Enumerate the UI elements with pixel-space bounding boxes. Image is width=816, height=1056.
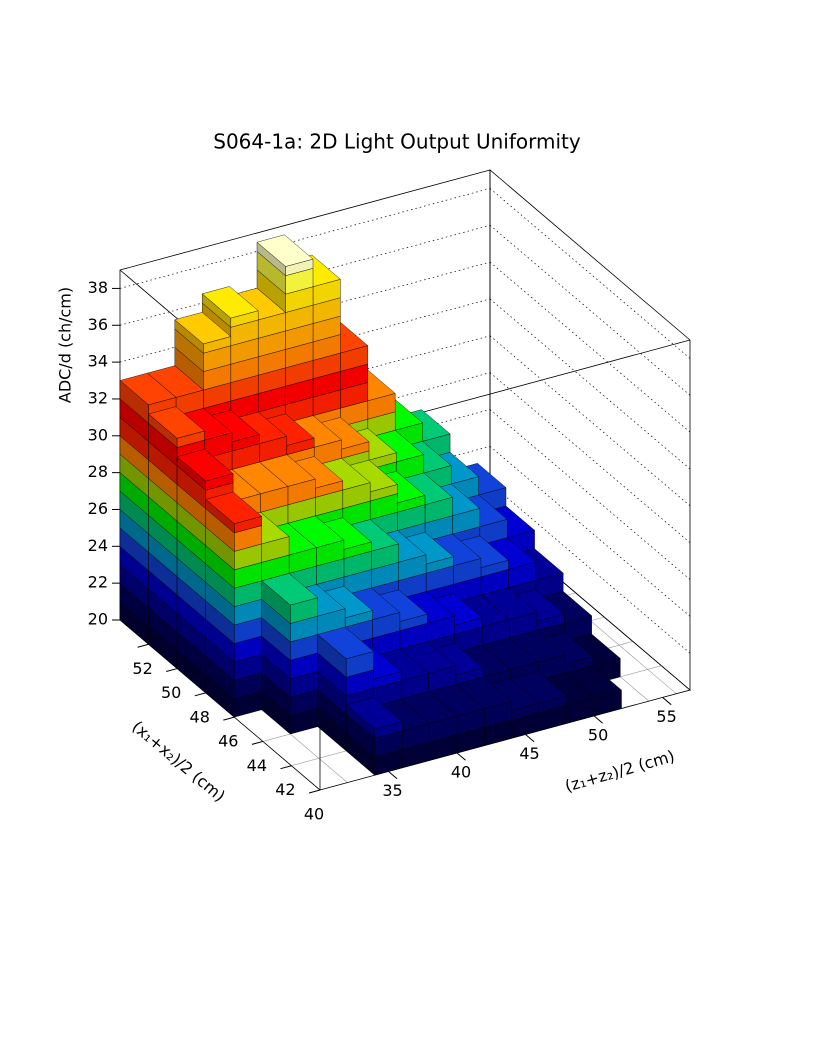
z-tick-label: 22 [88,573,108,592]
y-tick [308,789,321,794]
y-tick-label: 40 [304,805,324,824]
y-tick-label: 42 [275,780,295,799]
y-tick-label: 48 [190,707,210,726]
bar-top [176,449,234,482]
y-tick [166,668,178,673]
bar [261,573,319,735]
y-tick-label: 44 [247,756,267,775]
z-tick-label: 28 [88,462,108,481]
grid-line [489,482,691,654]
z-tick-label: 32 [88,388,108,407]
bar [345,697,403,776]
y-tick [280,765,292,770]
y-tick [194,692,206,697]
z-tick-label: 34 [88,352,108,371]
y-tick [251,740,263,745]
x-tick [593,715,603,724]
bar-top [174,312,232,345]
x-tick-label: 35 [382,781,402,800]
x-tick [662,697,672,706]
grid-line [489,409,691,580]
z-tick-label: 24 [88,536,108,555]
x-tick-label: 50 [588,725,608,744]
grid-line [119,188,491,289]
y-tick [223,716,235,721]
bar-top [261,573,319,606]
z-tick-label: 38 [88,278,108,297]
x-tick [525,734,535,743]
x-tick-label: 45 [519,744,539,763]
bar-top [345,697,403,730]
chart-title: S064-1a: 2D Light Output Uniformity [213,130,581,154]
bar-top [256,234,314,267]
grid-line [489,372,691,543]
x-tick-label: 55 [656,707,676,726]
x-tick [388,771,398,780]
z-tick-label: 30 [88,425,108,444]
z-tick-label: 26 [88,499,108,518]
bar-top [201,286,259,319]
grid-line [489,224,691,396]
y-tick-label: 50 [161,683,181,702]
y-tick [137,643,149,648]
x-tick-label: 40 [451,762,471,781]
z-axis-title: ADC/d (ch/cm) [56,287,75,403]
grid-line [489,298,691,470]
x-tick [456,752,466,761]
grid-line [119,224,491,326]
grid-line [489,261,691,433]
bar [205,491,263,718]
grid-line [489,188,691,359]
z-tick-label: 36 [88,315,108,334]
grid-line [489,446,691,617]
z-tick-label: 20 [88,610,108,629]
bar-top [148,406,206,439]
bar-top [119,372,177,406]
y-tick-label: 46 [218,732,238,751]
bar-top [317,626,375,660]
bar-top [205,491,263,524]
grid-line [489,335,691,507]
y-tick-label: 52 [132,659,152,678]
